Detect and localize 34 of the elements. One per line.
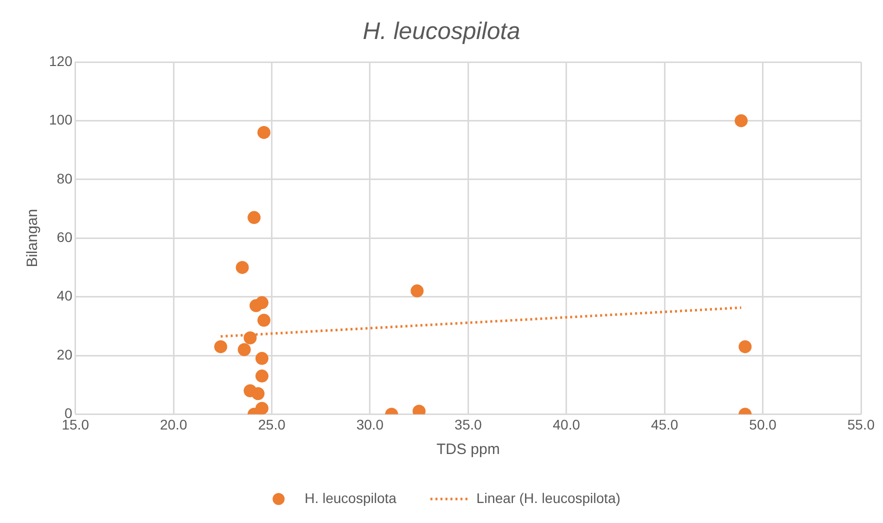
- y-tick-label: 40: [56, 288, 73, 304]
- point: [257, 314, 270, 327]
- point: [252, 387, 265, 400]
- y-tick-label: 60: [56, 228, 73, 245]
- point: [244, 331, 257, 344]
- point: [248, 211, 261, 224]
- point: [214, 340, 228, 354]
- point: [734, 114, 748, 128]
- x-tick-label: 45.0: [650, 416, 678, 432]
- point: [236, 260, 249, 274]
- y-axis-title: Bilangan: [24, 208, 42, 268]
- legend-label: Linear (H. leucospilota): [476, 490, 620, 506]
- legend-label: H. leucospilota: [304, 490, 397, 506]
- y-tick-label: 120: [49, 52, 73, 69]
- x-tick-label: 30.0: [356, 416, 384, 432]
- point: [255, 370, 268, 383]
- point: [410, 284, 424, 298]
- x-tick-label: 35.0: [454, 416, 482, 432]
- x-tick-label: 40.0: [552, 416, 580, 432]
- point: [738, 340, 752, 354]
- y-tick-label: 20: [56, 346, 73, 362]
- x-axis-title: TDS ppm: [436, 441, 500, 458]
- chart-title: H. leucospilota: [362, 18, 522, 46]
- y-tick-label: 100: [49, 112, 73, 128]
- x-tick-label: 20.0: [160, 416, 188, 432]
- point: [238, 343, 251, 356]
- x-tick-label: 25.0: [258, 416, 286, 432]
- x-tick-label: 55.0: [847, 416, 875, 432]
- y-tick-label: 0: [64, 405, 73, 422]
- point: [257, 126, 270, 139]
- x-tick-label: 50.0: [749, 416, 777, 432]
- point: [255, 352, 268, 365]
- point: [255, 296, 268, 310]
- y-tick-label: 80: [56, 170, 73, 186]
